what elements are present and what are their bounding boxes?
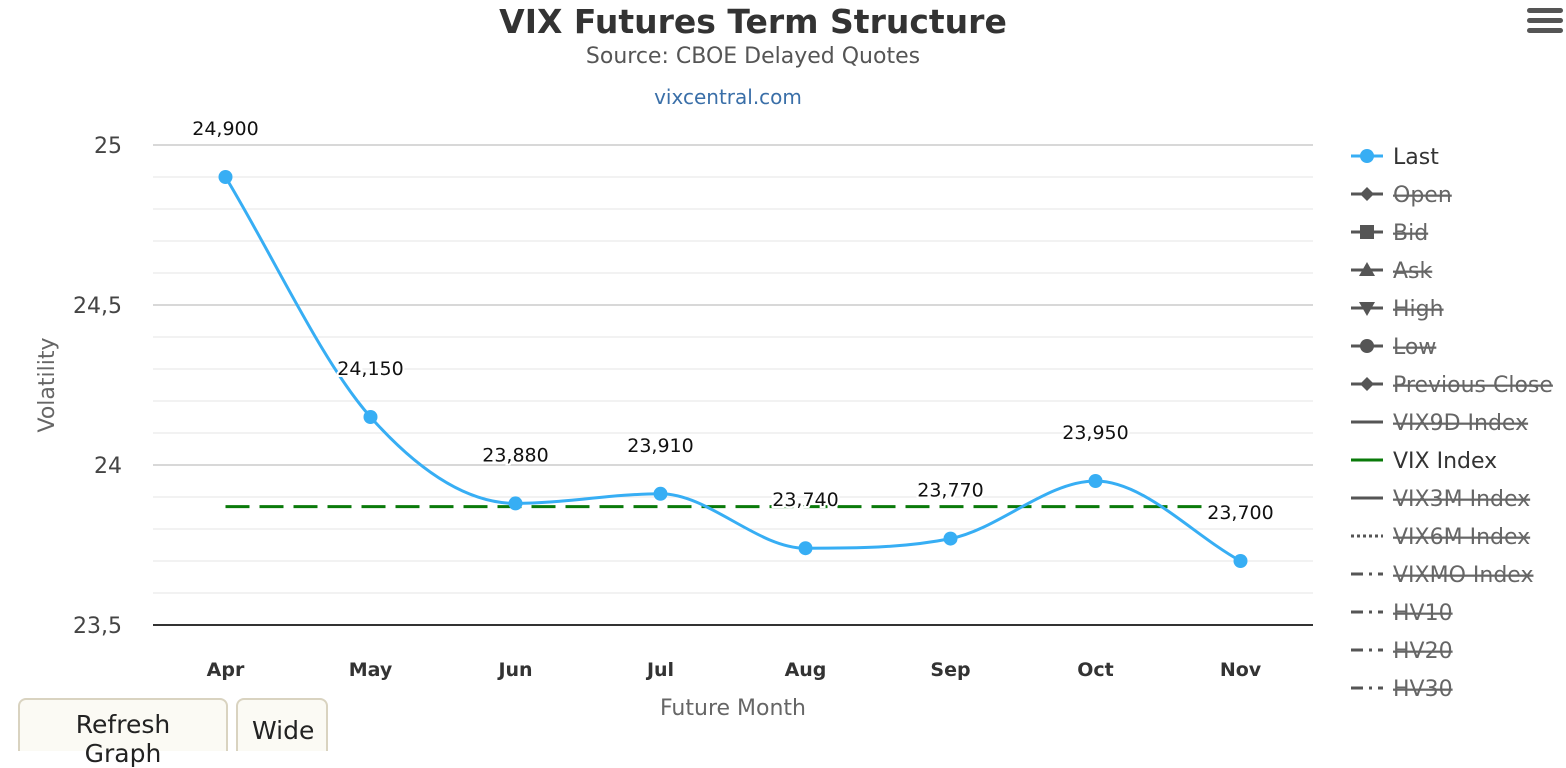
legend-marker [1360,339,1374,353]
legend-item[interactable]: Open [1351,183,1452,208]
legend-label: Ask [1393,259,1433,284]
x-tick-label: Nov [1220,659,1262,681]
x-tick-label: Apr [207,659,245,681]
x-tick-label: May [349,659,393,681]
last-data-point [363,410,378,424]
legend-item[interactable]: Previous Close [1351,373,1553,398]
legend-label: VIXMO Index [1393,563,1533,588]
y-axis-title: Volatility [35,337,60,432]
legend-label: VIX6M Index [1393,525,1530,550]
legend-label: VIX Index [1393,449,1497,474]
legend-label: High [1393,297,1444,322]
y-tick-label: 24,5 [73,294,122,319]
legend-item[interactable]: VIX Index [1351,449,1497,474]
data-label: 23,880 [482,444,548,466]
grid-lines [153,144,1313,626]
y-tick-label: 23,5 [73,614,122,639]
legend-item[interactable]: VIX3M Index [1351,487,1530,512]
legend-item[interactable]: VIX6M Index [1351,525,1530,550]
legend-item[interactable]: Last [1351,145,1439,170]
legend-item[interactable]: HV10 [1351,601,1453,626]
legend-item[interactable]: High [1351,297,1444,322]
data-label: 23,770 [917,480,983,502]
last-data-point [943,531,958,546]
legend-marker [1360,187,1374,201]
legend-item[interactable]: VIX9D Index [1351,411,1528,436]
chart-menu-button[interactable] [1527,8,1563,40]
series-layer: 24,900 24,150 23,880 23,910 23,740 23,770 23,9… [190,116,1276,568]
chart-subtitle: Source: CBOE Delayed Quotes [586,44,920,69]
legend-label: Previous Close [1393,373,1553,398]
menu-bar [1527,18,1563,23]
legend-label: VIX3M Index [1393,487,1530,512]
x-tick-label: Sep [930,659,970,681]
legend-label: HV20 [1393,639,1453,664]
last-data-point [653,486,668,501]
last-data-point [1233,554,1248,568]
menu-bar [1527,28,1563,33]
legend-item[interactable]: Ask [1351,259,1433,284]
refresh-graph-button[interactable]: Refresh Graph [18,698,228,768]
legend: Last Open Bid Ask High Low Previous Close VIX9D… [1351,145,1553,702]
data-label: 24,900 [192,118,258,140]
last-data-point [1088,474,1103,488]
y-tick-label: 25 [94,134,122,159]
legend-label: Open [1393,183,1452,208]
legend-item[interactable]: HV20 [1351,639,1453,664]
legend-label: HV30 [1393,677,1453,702]
data-label: 23,700 [1207,502,1273,524]
legend-marker [1360,377,1374,391]
last-data-point [798,541,813,556]
x-tick-label: Aug [785,659,827,681]
legend-label: Low [1393,335,1436,360]
vix-term-structure-chart: VIX Futures Term Structure Source: CBOE … [35,2,1553,721]
legend-item[interactable]: HV30 [1351,677,1453,702]
y-tick-label: 24 [94,454,122,479]
credit-link[interactable]: vixcentral.com [654,85,802,109]
legend-marker [1360,225,1374,239]
legend-marker [1360,149,1374,163]
y-axis: 23,5 24 24,5 25 [73,134,122,639]
legend-label: Bid [1393,221,1428,246]
chart-title: VIX Futures Term Structure [499,2,1007,41]
last-data-point [218,170,233,184]
legend-label: Last [1393,145,1439,170]
data-label: 23,910 [627,435,693,457]
legend-label: VIX9D Index [1393,411,1528,436]
data-label: 23,950 [1062,422,1128,444]
wide-button[interactable]: Wide [236,698,328,751]
x-axis-title: Future Month [660,696,806,721]
data-label: 24,150 [337,358,403,380]
data-label: 23,740 [772,489,838,511]
last-data-point [508,496,523,511]
x-axis: Apr May Jun Jul Aug Sep Oct Nov [153,624,1313,681]
x-tick-label: Oct [1077,659,1114,681]
legend-item[interactable]: Low [1351,335,1436,360]
menu-bar [1527,8,1563,13]
legend-marker [1359,302,1375,316]
legend-item[interactable]: Bid [1351,221,1428,246]
x-tick-label: Jun [496,659,532,681]
legend-marker [1359,262,1375,276]
x-tick-label: Jul [645,659,674,681]
legend-label: HV10 [1393,601,1453,626]
legend-item[interactable]: VIXMO Index [1351,563,1533,588]
